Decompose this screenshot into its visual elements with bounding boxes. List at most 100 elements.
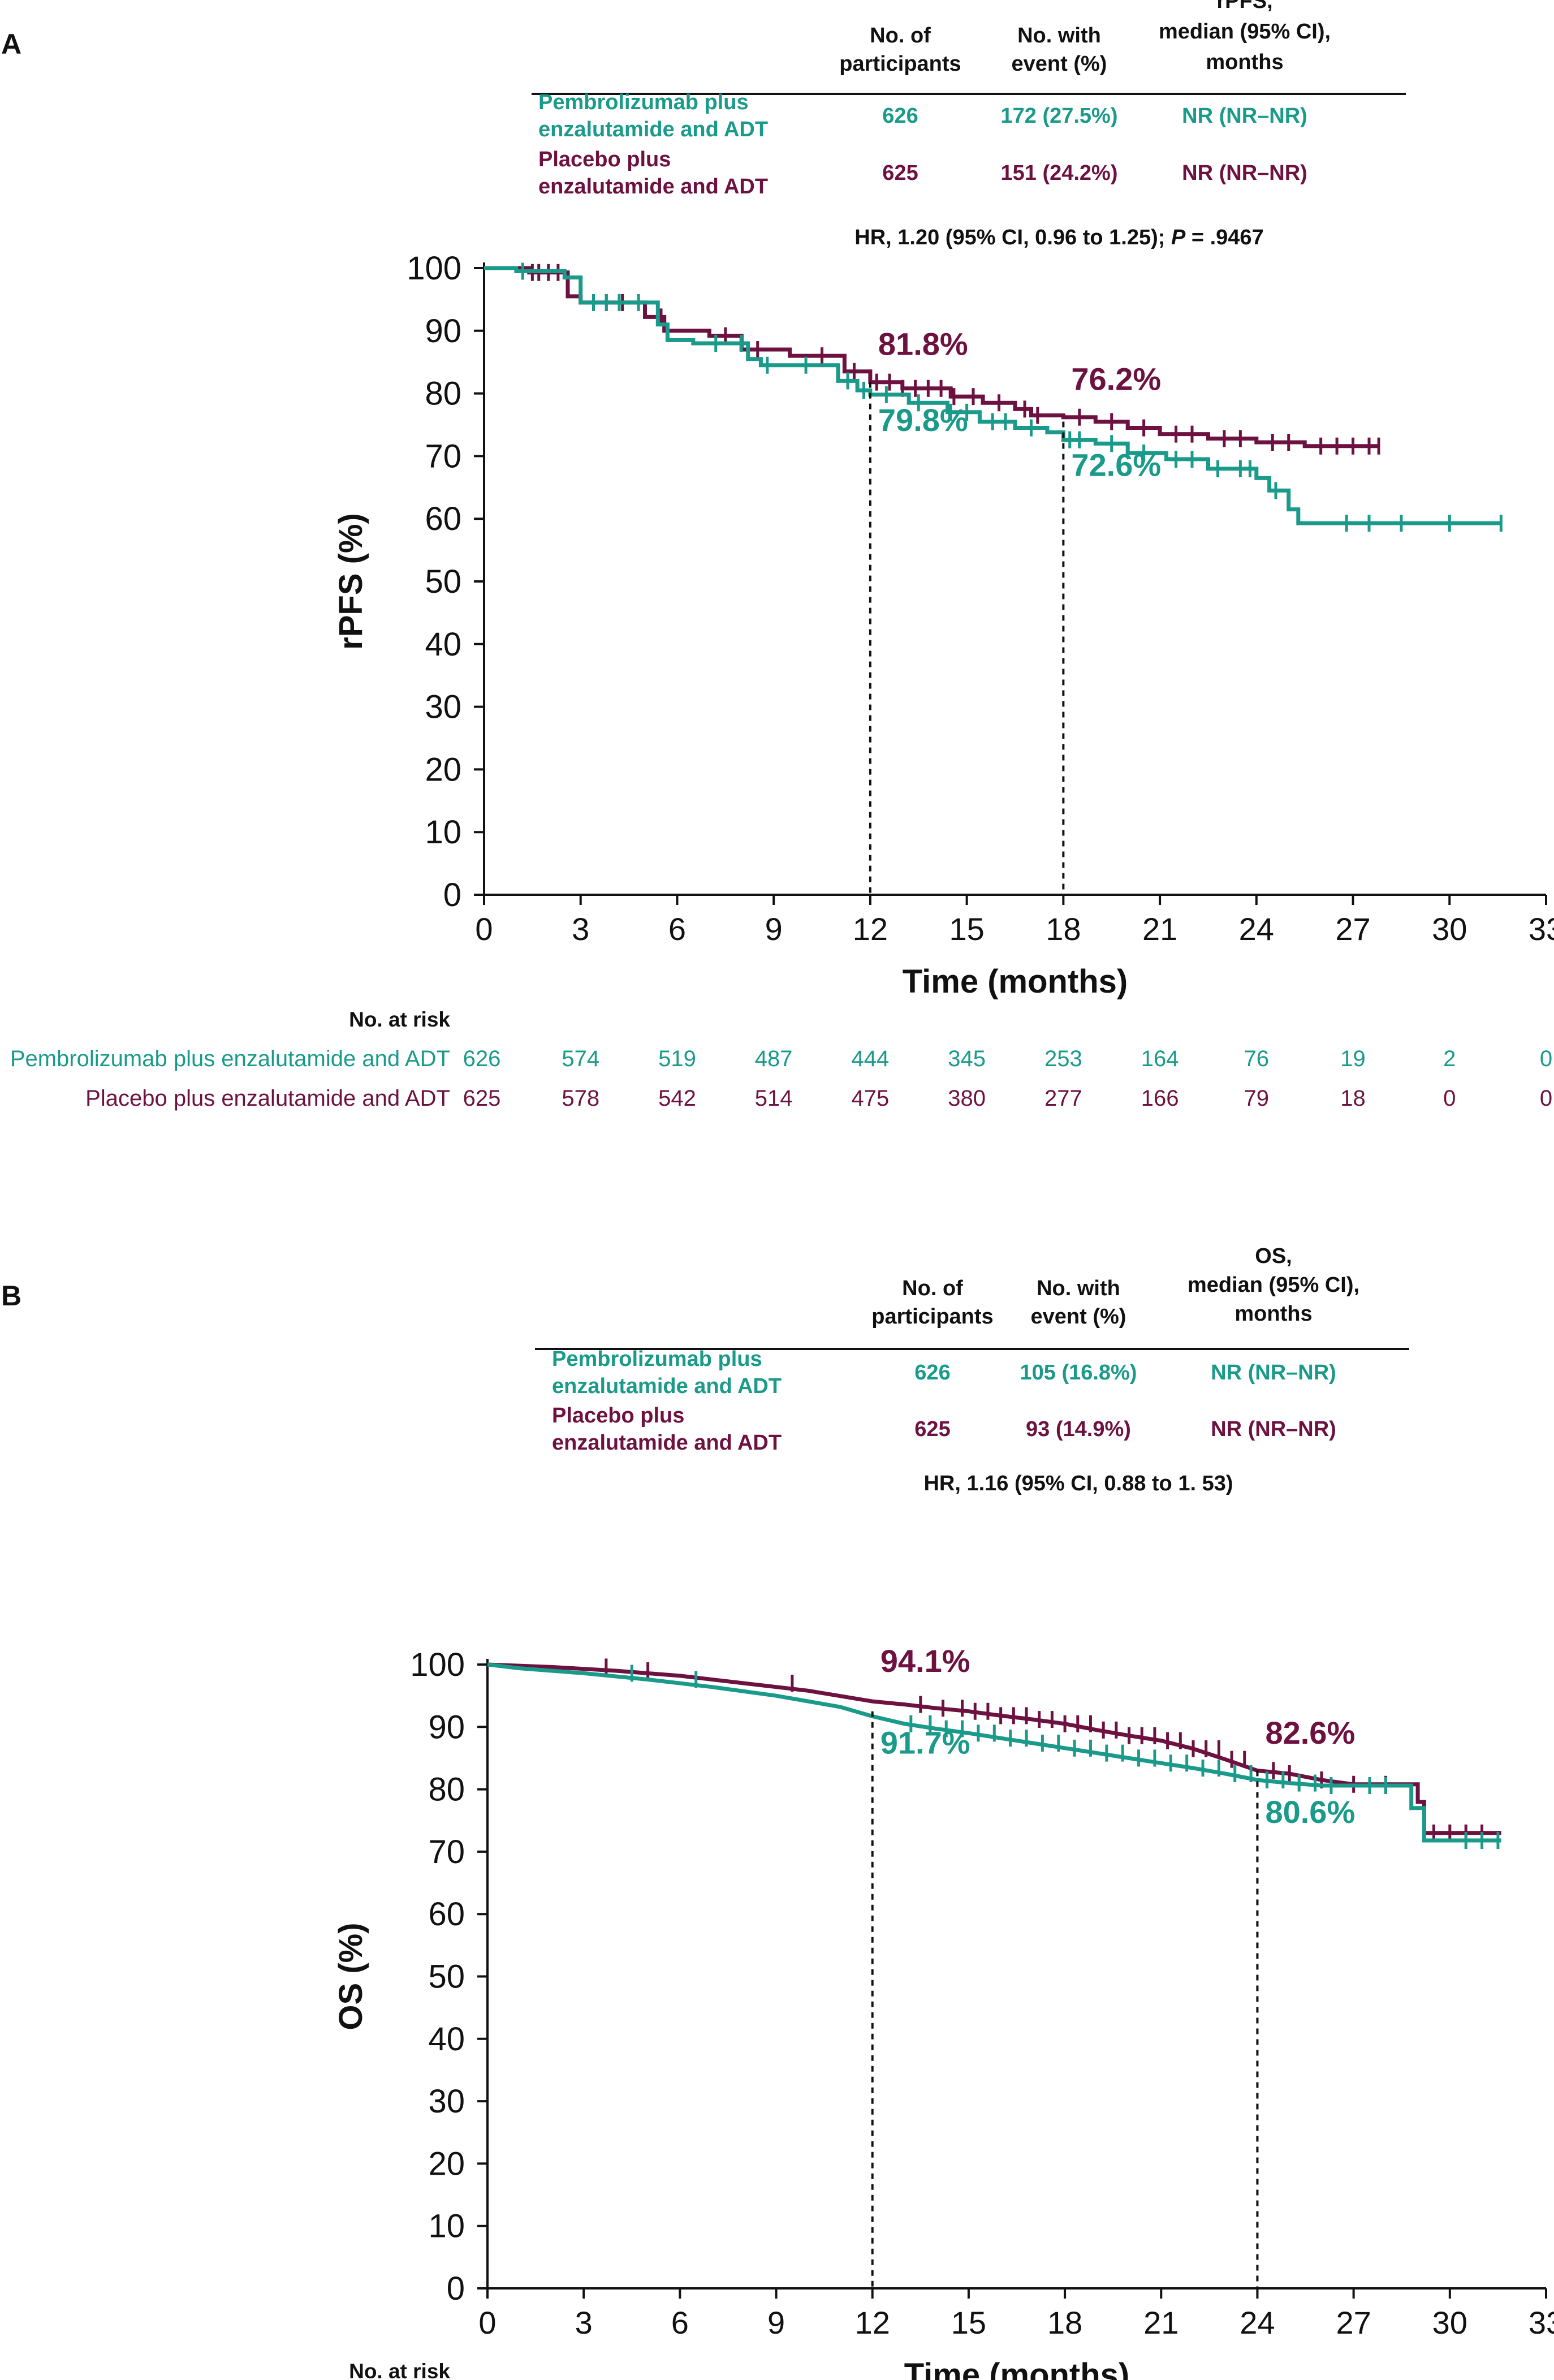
y-tick-label: 60 [428,1896,465,1933]
risk-value: 345 [948,1046,986,1071]
hazard-ratio-text: HR, 1.16 (95% CI, 0.88 to 1. 53) [923,1472,1233,1495]
risk-value: 164 [1141,1046,1179,1071]
y-tick-label: 80 [428,1771,465,1808]
table-header: median (95% CI), [1159,20,1331,44]
risk-value: 76 [1244,1046,1270,1071]
x-tick-label: 0 [475,911,493,947]
risk-value: 487 [755,1046,793,1071]
risk-table: No. at risk Pembrolizumab plus enzalutami… [10,1008,1552,1111]
y-tick-label: 100 [407,250,461,287]
y-tick-label: 0 [447,2270,465,2307]
risk-table-heading: No. at risk [349,2360,450,2380]
y-tick-label: 60 [425,501,461,537]
table-header: OS, [1255,1244,1292,1268]
x-tick-label: 27 [1336,2305,1371,2340]
table-header: No. of [902,1277,963,1300]
y-axis-label: OS (%) [333,1922,369,2030]
risk-value: 475 [852,1086,890,1111]
panel-b: B No. of participants No. with event (%) OS, m… [1,1244,1554,2380]
landmark-label-pembrolizumab: 79.8% [878,402,968,438]
table-row-label: Pembrolizumab plus [552,1347,762,1371]
x-tick-label: 21 [1142,911,1177,947]
table-header: rPFS, [1216,0,1272,13]
table-events: 151 (24.2%) [1000,161,1117,185]
risk-value: 380 [948,1086,986,1111]
risk-value: 0 [1443,1086,1456,1111]
landmark-24: 82.6% 80.6% [1256,1715,1355,2288]
x-tick-label: 9 [767,2305,785,2340]
x-tick-label: 15 [951,2305,986,2340]
risk-row-label: Placebo plus enzalutamide and ADT [85,1086,450,1111]
panel-label: B [1,1280,21,1312]
y-tick-label: 0 [443,877,461,913]
risk-row-label: Pembrolizumab plus enzalutamide and ADT [10,1046,450,1071]
x-tick-label: 30 [1432,2305,1467,2340]
y-tick-label: 50 [425,563,461,600]
table-participants: 626 [882,104,918,128]
x-tick-label: 3 [575,2305,593,2340]
landmark-label-placebo: 94.1% [880,1643,970,1679]
panel-label: A [1,28,21,60]
landmark-18: 76.2% 72.6% [1062,361,1161,895]
landmark-12: 81.8% 79.8% [869,326,968,895]
table-header: months [1206,50,1283,74]
x-tick-label: 30 [1432,911,1467,947]
y-tick-label: 10 [425,814,461,851]
landmark-label-pembrolizumab: 72.6% [1071,447,1161,483]
landmark-label-pembrolizumab: 91.7% [880,1725,970,1761]
risk-value: 625 [463,1086,501,1111]
series-placebo [484,264,1380,455]
landmark-label-placebo: 82.6% [1265,1715,1355,1750]
table-events: 172 (27.5%) [1000,104,1117,128]
y-tick-label: 50 [428,1959,465,1995]
table-median: NR (NR–NR) [1182,161,1307,185]
x-tick-label: 24 [1240,2305,1275,2340]
y-tick-label: 90 [428,1709,465,1745]
x-tick-label: 33 [1529,911,1554,947]
risk-value: 166 [1141,1086,1179,1111]
table-header: months [1234,1302,1312,1326]
x-tick-label: 21 [1143,2305,1179,2340]
table-events: 93 (14.9%) [1026,1417,1131,1441]
x-tick-label: 33 [1529,2305,1554,2340]
y-tick-label: 80 [425,376,461,412]
axes: 0 10 20 30 40 50 60 70 80 90 100 0 3 6 9 12 15 18 21 24 27 30… [333,250,1554,1000]
y-tick-label: 70 [428,1834,465,1870]
y-tick-label: 40 [428,2021,465,2058]
table-row-label: enzalutamide and ADT [552,1374,782,1398]
risk-value: 519 [658,1046,696,1071]
x-tick-label: 3 [572,911,589,947]
x-tick-label: 0 [478,2305,496,2340]
hazard-ratio-text: HR, 1.20 (95% CI, 0.96 to 1.25); P = .94… [854,226,1263,249]
risk-value: 542 [658,1086,696,1111]
landmark-12: 94.1% 91.7% [871,1643,970,2288]
table-row-label: enzalutamide and ADT [552,1431,782,1455]
table-row-label: Placebo plus [538,148,671,171]
landmark-label-pembrolizumab: 80.6% [1265,1794,1355,1830]
risk-value: 574 [562,1046,599,1071]
y-tick-label: 30 [425,689,461,726]
table-row-label: Placebo plus [552,1404,684,1428]
x-tick-label: 27 [1335,911,1370,947]
risk-value: 19 [1340,1046,1366,1071]
table-header: participants [839,52,961,76]
risk-value: 2 [1443,1046,1456,1071]
x-tick-label: 12 [853,911,888,947]
risk-value: 514 [755,1086,793,1111]
table-header: No. with [1017,24,1101,48]
table-participants: 625 [914,1417,950,1441]
y-tick-label: 70 [425,438,461,475]
risk-table-heading: No. at risk [349,1008,450,1031]
table-median: NR (NR–NR) [1211,1417,1336,1441]
x-tick-label: 18 [1046,911,1081,947]
x-tick-label: 24 [1239,911,1274,947]
risk-value: 18 [1340,1086,1366,1111]
table-participants: 626 [914,1361,950,1385]
y-tick-label: 20 [428,2145,465,2182]
risk-value: 253 [1044,1046,1082,1071]
km-curve-pembrolizumab [487,1662,1501,1843]
x-tick-label: 15 [949,911,984,947]
table-row-label: enzalutamide and ADT [538,118,768,141]
